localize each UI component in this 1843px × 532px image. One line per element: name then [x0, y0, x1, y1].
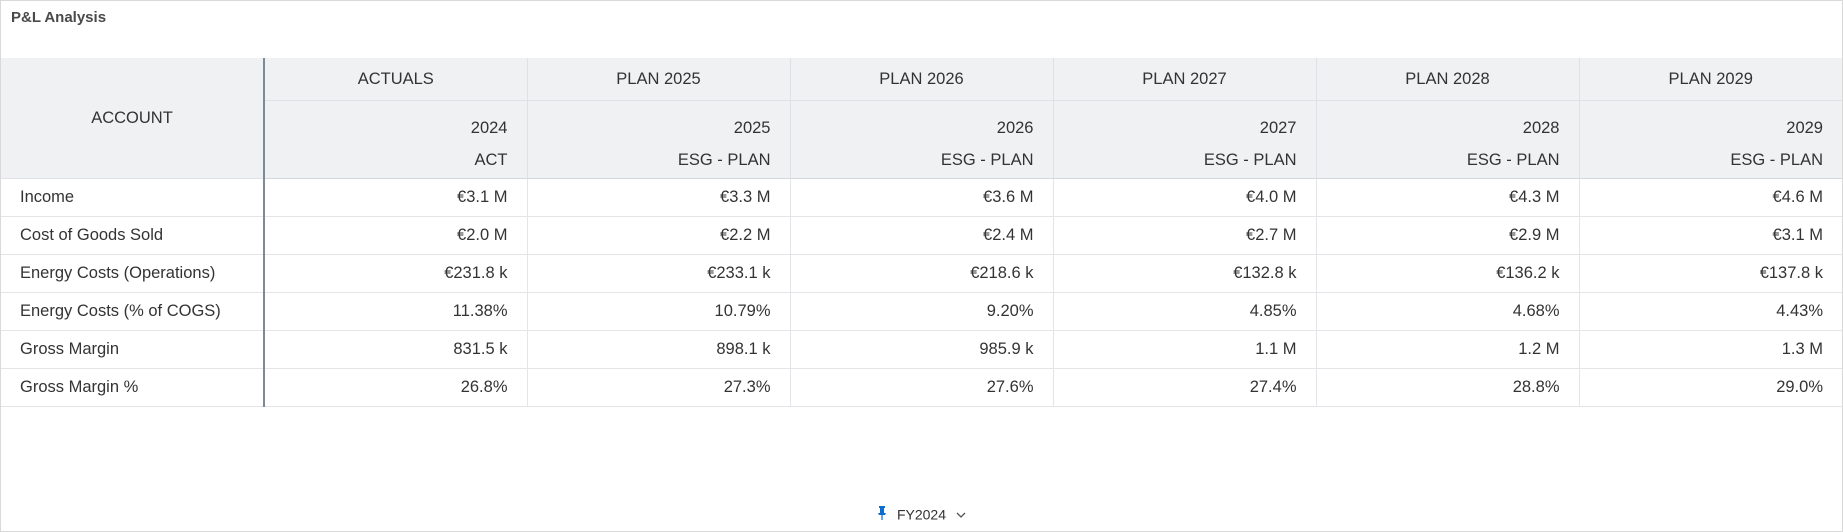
- value-cell[interactable]: €132.8 k: [1053, 254, 1317, 293]
- fiscal-year-filter[interactable]: FY2024: [896, 506, 947, 523]
- value-cell[interactable]: €4.0 M: [1053, 178, 1317, 217]
- column-year-header[interactable]: 2027: [1053, 100, 1317, 142]
- value-cell[interactable]: 27.3%: [527, 368, 791, 407]
- value-cell[interactable]: €4.3 M: [1316, 178, 1580, 217]
- value-cell[interactable]: €233.1 k: [527, 254, 791, 293]
- value-cell[interactable]: 4.68%: [1316, 292, 1580, 331]
- value-cell[interactable]: €2.7 M: [1053, 216, 1317, 255]
- value-cell[interactable]: €218.6 k: [790, 254, 1054, 293]
- value-cell[interactable]: 898.1 k: [527, 330, 791, 369]
- column-group-header[interactable]: ACTUALS: [264, 58, 528, 101]
- value-cell[interactable]: 1.2 M: [1316, 330, 1580, 369]
- column-group-header[interactable]: PLAN 2029: [1579, 58, 1842, 101]
- value-cell[interactable]: €137.8 k: [1579, 254, 1842, 293]
- column-version-header[interactable]: ESG - PLAN: [790, 142, 1054, 179]
- value-cell[interactable]: 4.85%: [1053, 292, 1317, 331]
- column-version-header[interactable]: ESG - PLAN: [1053, 142, 1317, 179]
- value-cell[interactable]: €3.1 M: [1579, 216, 1842, 255]
- value-cell[interactable]: €2.9 M: [1316, 216, 1580, 255]
- account-column-header[interactable]: ACCOUNT: [1, 58, 265, 179]
- widget-title: P&L Analysis: [11, 9, 107, 26]
- column-version-header[interactable]: ESG - PLAN: [1579, 142, 1842, 179]
- table-body: Income €3.1 M €3.3 M €3.6 M €4.0 M €4.3 …: [1, 178, 1842, 407]
- account-cell[interactable]: Energy Costs (Operations): [1, 254, 265, 293]
- value-cell[interactable]: €3.1 M: [264, 178, 528, 217]
- value-cell[interactable]: 29.0%: [1579, 368, 1842, 407]
- filter-bar: FY2024: [1, 505, 1842, 523]
- value-cell[interactable]: €2.0 M: [264, 216, 528, 255]
- table-row: Energy Costs (Operations) €231.8 k €233.…: [1, 254, 1842, 293]
- value-cell[interactable]: €3.6 M: [790, 178, 1054, 217]
- value-cell[interactable]: 10.79%: [527, 292, 791, 331]
- pl-table: ACCOUNT ACTUALS PLAN 2025 PLAN 2026 PLAN…: [1, 58, 1842, 407]
- value-cell[interactable]: €4.6 M: [1579, 178, 1842, 217]
- column-version-header[interactable]: ESG - PLAN: [527, 142, 791, 179]
- value-cell[interactable]: 985.9 k: [790, 330, 1054, 369]
- column-version-header[interactable]: ACT: [264, 142, 528, 179]
- value-cell[interactable]: €3.3 M: [527, 178, 791, 217]
- value-cell[interactable]: €2.4 M: [790, 216, 1054, 255]
- column-year-header[interactable]: 2028: [1316, 100, 1580, 142]
- value-cell[interactable]: €231.8 k: [264, 254, 528, 293]
- account-cell[interactable]: Gross Margin %: [1, 368, 265, 407]
- chevron-down-icon[interactable]: [956, 506, 966, 522]
- value-cell[interactable]: €136.2 k: [1316, 254, 1580, 293]
- account-cell[interactable]: Cost of Goods Sold: [1, 216, 265, 255]
- column-year-header[interactable]: 2029: [1579, 100, 1842, 142]
- value-cell[interactable]: 1.1 M: [1053, 330, 1317, 369]
- value-cell[interactable]: 9.20%: [790, 292, 1054, 331]
- column-group-header[interactable]: PLAN 2028: [1316, 58, 1580, 101]
- value-cell[interactable]: 26.8%: [264, 368, 528, 407]
- column-version-header[interactable]: ESG - PLAN: [1316, 142, 1580, 179]
- table-row: Gross Margin % 26.8% 27.3% 27.6% 27.4% 2…: [1, 368, 1842, 407]
- table-header: ACCOUNT ACTUALS PLAN 2025 PLAN 2026 PLAN…: [1, 58, 1842, 179]
- column-group-header[interactable]: PLAN 2026: [790, 58, 1054, 101]
- pin-icon[interactable]: [877, 505, 887, 523]
- value-cell[interactable]: 4.43%: [1579, 292, 1842, 331]
- table-row: Cost of Goods Sold €2.0 M €2.2 M €2.4 M …: [1, 216, 1842, 255]
- account-cell[interactable]: Energy Costs (% of COGS): [1, 292, 265, 331]
- column-year-header[interactable]: 2026: [790, 100, 1054, 142]
- column-year-header[interactable]: 2024: [264, 100, 528, 142]
- table-row: Energy Costs (% of COGS) 11.38% 10.79% 9…: [1, 292, 1842, 331]
- value-cell[interactable]: €2.2 M: [527, 216, 791, 255]
- account-cell[interactable]: Gross Margin: [1, 330, 265, 369]
- value-cell[interactable]: 28.8%: [1316, 368, 1580, 407]
- value-cell[interactable]: 1.3 M: [1579, 330, 1842, 369]
- column-year-header[interactable]: 2025: [527, 100, 791, 142]
- account-cell[interactable]: Income: [1, 178, 265, 217]
- value-cell[interactable]: 831.5 k: [264, 330, 528, 369]
- table-row: Gross Margin 831.5 k 898.1 k 985.9 k 1.1…: [1, 330, 1842, 369]
- table-row: Income €3.1 M €3.3 M €3.6 M €4.0 M €4.3 …: [1, 178, 1842, 217]
- column-group-header[interactable]: PLAN 2025: [527, 58, 791, 101]
- value-cell[interactable]: 27.6%: [790, 368, 1054, 407]
- value-cell[interactable]: 11.38%: [264, 292, 528, 331]
- value-cell[interactable]: 27.4%: [1053, 368, 1317, 407]
- column-group-header[interactable]: PLAN 2027: [1053, 58, 1317, 101]
